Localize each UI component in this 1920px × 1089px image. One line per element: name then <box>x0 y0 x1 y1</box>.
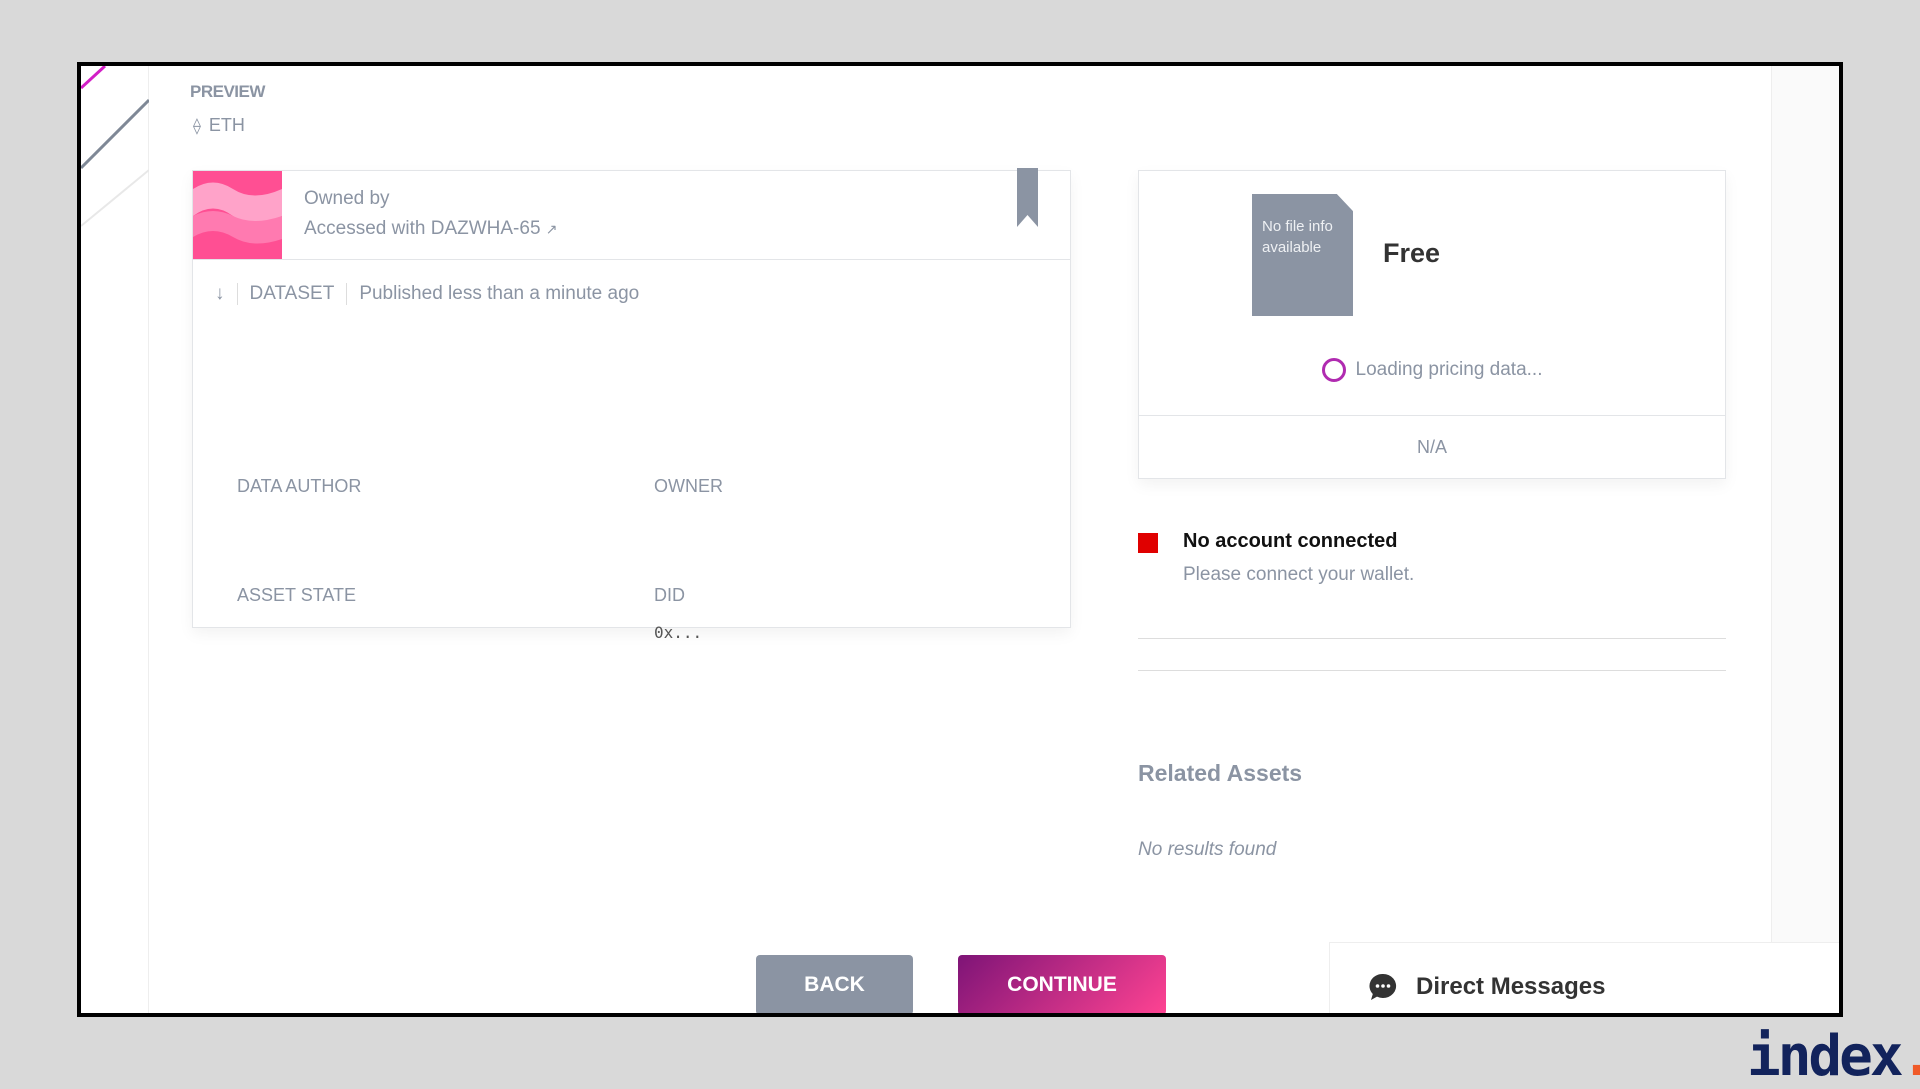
divider <box>1138 670 1726 671</box>
did-value: 0x... <box>654 623 703 642</box>
pricing-card: No file info available Free Loading pric… <box>1138 170 1726 479</box>
asset-thumbnail <box>193 171 282 259</box>
decorative-lines-icon <box>81 66 151 227</box>
related-assets-title: Related Assets <box>1138 760 1303 786</box>
wallet-status-icon <box>1138 533 1158 553</box>
ethereum-icon: ⟠ <box>193 117 201 135</box>
left-sidebar <box>81 66 151 1013</box>
network-badge: ⟠ ETH <box>193 115 245 136</box>
price: Free <box>1383 238 1441 268</box>
loading-text: Loading pricing data... <box>1355 359 1543 380</box>
owned-by: Owned by <box>304 188 390 209</box>
published-time: Published less than a minute ago <box>359 283 640 304</box>
chat-bubble-icon <box>1369 973 1397 1000</box>
direct-messages-panel[interactable]: Direct Messages <box>1329 942 1839 1013</box>
wallet-status-subtitle: Please connect your wallet. <box>1183 564 1415 585</box>
direct-messages-label: Direct Messages <box>1416 973 1606 1000</box>
preview-label: PREVIEW <box>190 82 265 101</box>
asset-type: DATASET <box>238 283 348 305</box>
download-arrow-icon: ↓ <box>215 283 238 305</box>
did-label: DID <box>654 585 685 605</box>
index-logo: index. <box>1747 1024 1920 1089</box>
app-window: PREVIEW ⟠ ETH Owned by Accessed with DAZ… <box>77 62 1843 1017</box>
asset-card: Owned by Accessed with DAZWHA-65 ↗ ↓ DAT… <box>192 168 1071 642</box>
data-author-label: DATA AUTHOR <box>237 476 362 496</box>
related-assets-empty: No results found <box>1138 839 1277 860</box>
right-gutter <box>1771 66 1839 1013</box>
continue-button[interactable]: CONTINUE <box>958 955 1166 1013</box>
spinner-icon <box>1321 358 1346 382</box>
asset-state-label: ASSET STATE <box>237 585 357 605</box>
asset-meta: ↓ DATASET Published less than a minute a… <box>215 283 639 305</box>
wallet-status-title: No account connected <box>1183 530 1398 552</box>
accessed-with-text: Accessed with DAZWHA-65 <box>304 218 541 239</box>
pricing-na: N/A <box>1139 415 1725 479</box>
external-link-icon: ↗ <box>545 221 558 237</box>
accessed-with-link[interactable]: Accessed with DAZWHA-65 ↗ <box>304 218 558 240</box>
pricing-loader: Loading pricing data... <box>1139 358 1725 382</box>
bookmark-icon[interactable] <box>1017 168 1038 227</box>
back-button[interactable]: BACK <box>756 955 913 1013</box>
network-label: ETH <box>208 115 245 135</box>
file-info-icon: No file info available <box>1252 194 1353 316</box>
divider <box>1138 638 1726 639</box>
owner-label: OWNER <box>654 476 723 496</box>
